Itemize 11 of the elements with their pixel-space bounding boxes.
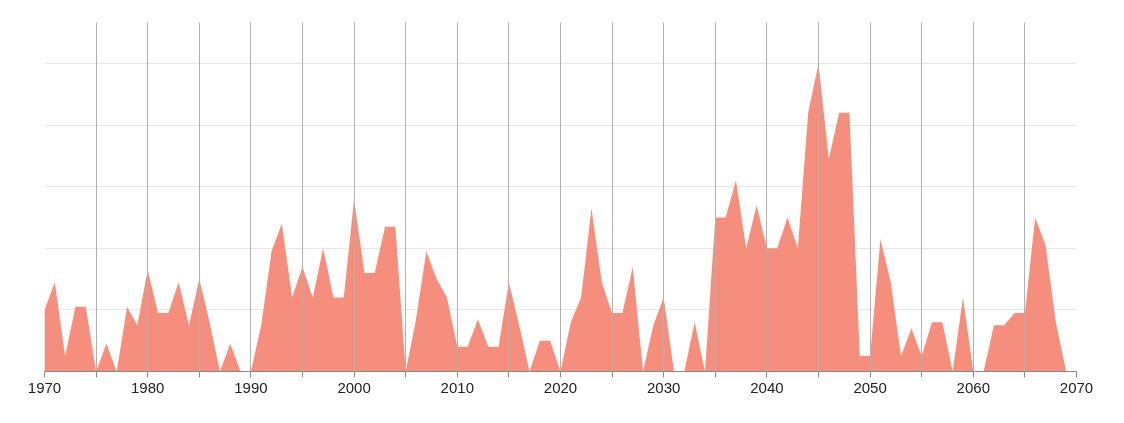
x-tick-label: 2010 — [440, 378, 474, 396]
x-tick-label: 1970 — [27, 378, 62, 396]
x-tick-label: 1980 — [131, 378, 165, 396]
x-tick-label: 2050 — [853, 378, 887, 396]
x-tick-label: 2000 — [337, 378, 371, 396]
x-tick-label: 2070 — [1059, 378, 1094, 396]
x-tick-label: 2060 — [956, 378, 990, 396]
x-tick-label: 1990 — [234, 378, 268, 396]
x-tick-label: 2030 — [647, 378, 681, 396]
x-tick-label: 2020 — [543, 378, 578, 396]
x-tick-label: 2040 — [750, 378, 784, 396]
